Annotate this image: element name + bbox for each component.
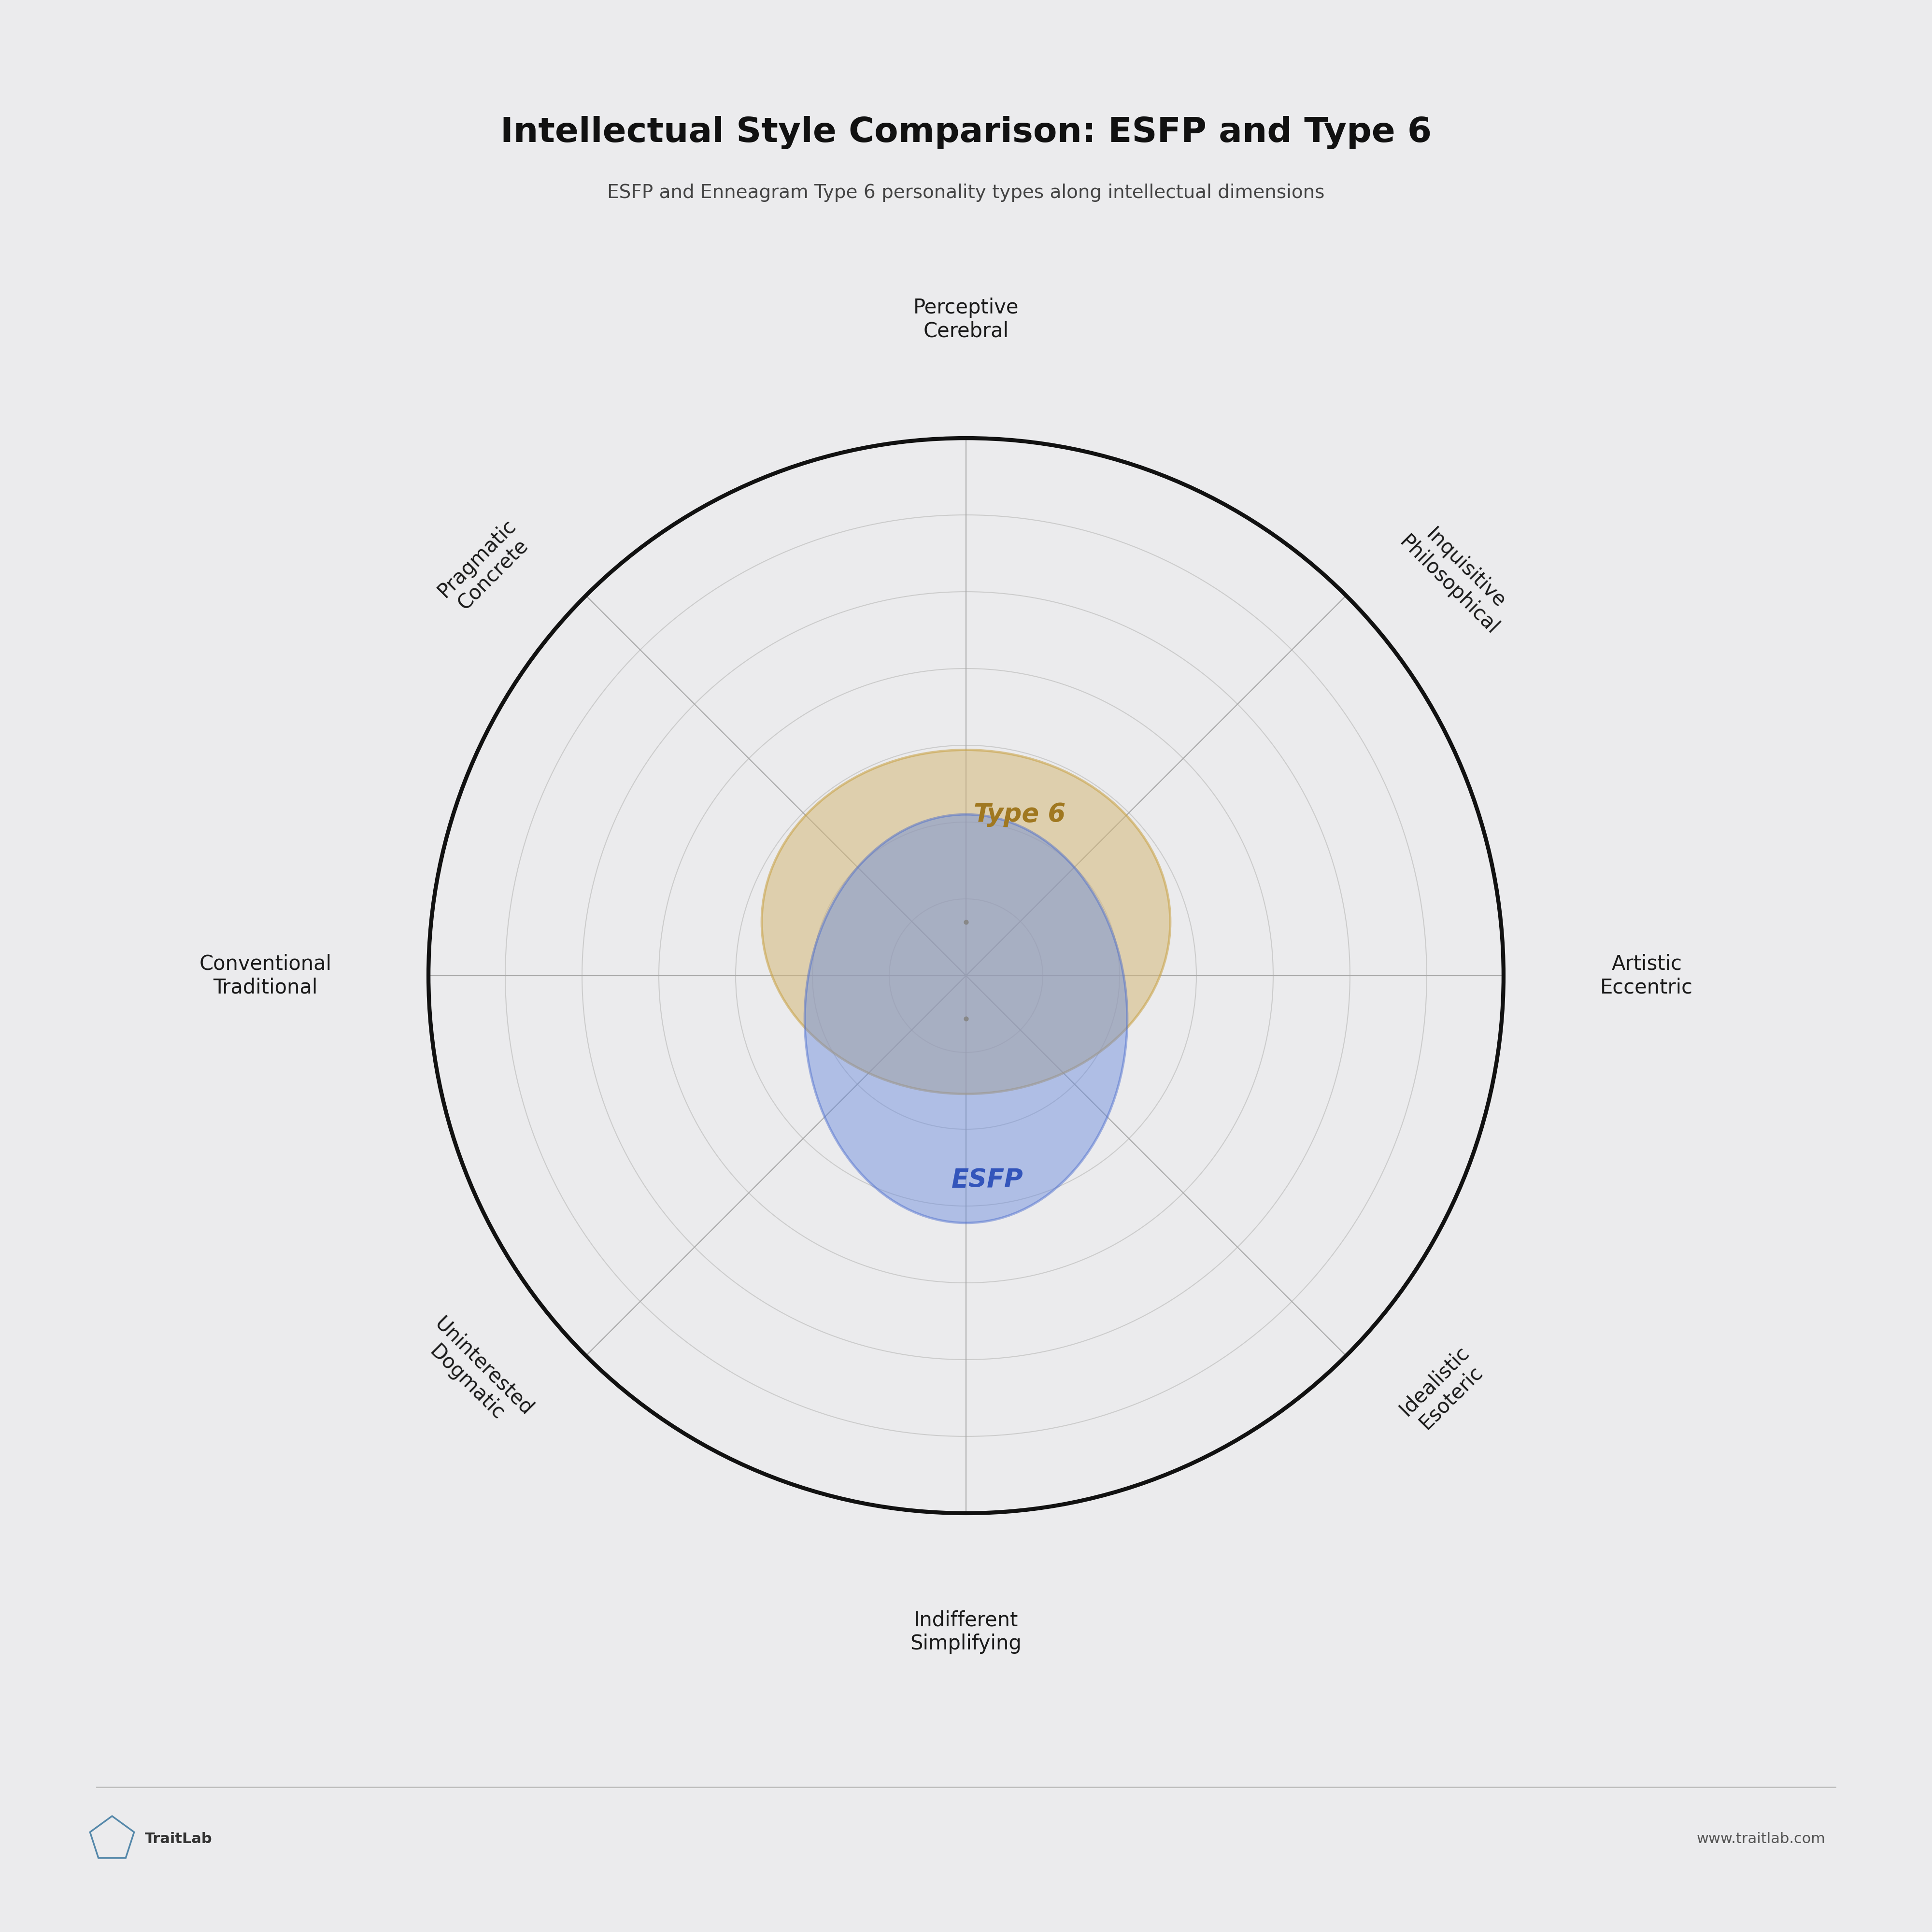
Text: ESFP and Enneagram Type 6 personality types along intellectual dimensions: ESFP and Enneagram Type 6 personality ty… — [607, 184, 1325, 201]
Text: Idealistic
Esoteric: Idealistic Esoteric — [1395, 1343, 1490, 1435]
Text: ESFP: ESFP — [952, 1167, 1024, 1192]
Text: Conventional
Traditional: Conventional Traditional — [199, 954, 332, 997]
Text: Artistic
Eccentric: Artistic Eccentric — [1600, 954, 1692, 997]
Text: Inquisitive
Philosophical: Inquisitive Philosophical — [1395, 516, 1519, 639]
Text: Intellectual Style Comparison: ESFP and Type 6: Intellectual Style Comparison: ESFP and … — [500, 116, 1432, 149]
Point — [951, 1003, 981, 1034]
Ellipse shape — [806, 815, 1126, 1223]
Text: www.traitlab.com: www.traitlab.com — [1696, 1832, 1826, 1847]
Text: Perceptive
Cerebral: Perceptive Cerebral — [914, 298, 1018, 342]
Text: Type 6: Type 6 — [974, 802, 1066, 827]
Text: TraitLab: TraitLab — [145, 1832, 213, 1847]
Ellipse shape — [761, 750, 1171, 1094]
Text: Indifferent
Simplifying: Indifferent Simplifying — [910, 1609, 1022, 1654]
Point — [951, 906, 981, 937]
Text: Pragmatic
Concrete: Pragmatic Concrete — [435, 516, 537, 618]
Text: Uninterested
Dogmatic: Uninterested Dogmatic — [413, 1314, 537, 1435]
